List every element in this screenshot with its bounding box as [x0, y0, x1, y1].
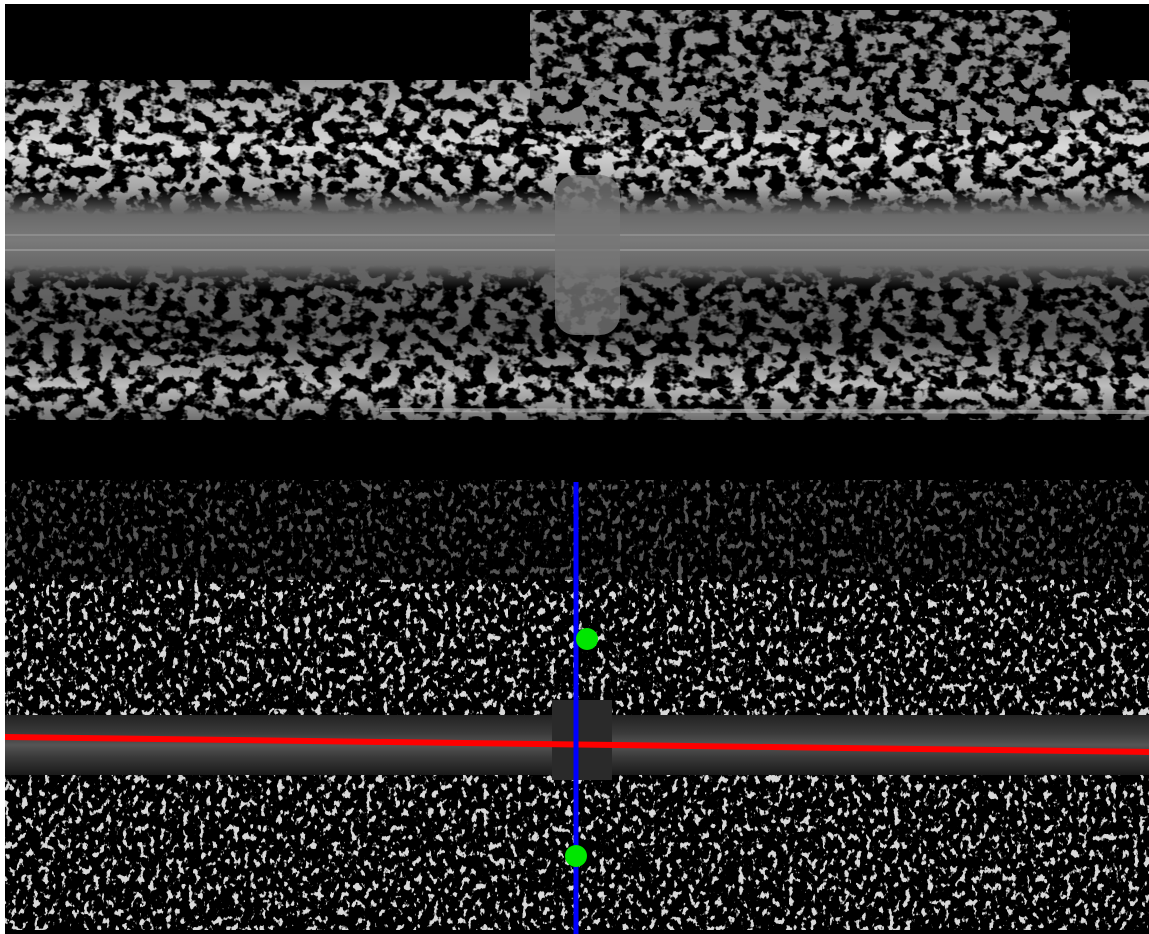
upper-points-top	[530, 10, 1070, 130]
vertical-blur	[555, 175, 620, 335]
depth-view	[0, 0, 1149, 934]
marker-point	[565, 845, 587, 867]
marker-point	[576, 628, 598, 650]
road-shadow	[552, 700, 612, 780]
page: (() => { const data = JSON.parse(documen…	[0, 0, 1149, 934]
edge-line	[380, 410, 1149, 412]
